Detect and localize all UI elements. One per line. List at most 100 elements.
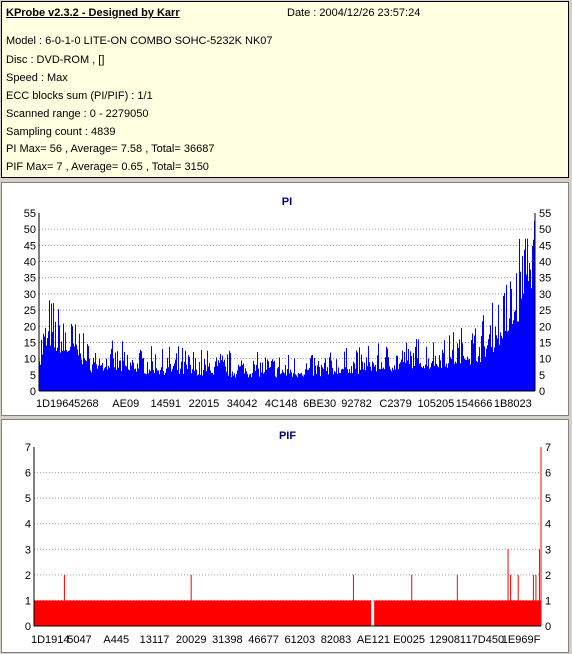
pi-bar [345,367,346,391]
pi-bar [476,360,477,391]
pi-bar [182,347,183,391]
pi-bar [470,364,471,391]
pi-bar [455,361,456,391]
pi-bar [448,363,449,391]
pi-bar [392,367,393,391]
pi-bar [440,360,441,391]
y-tick-label-right: 0 [539,386,545,398]
pi-bar [468,359,469,391]
pi-bar [469,358,470,391]
pi-bar [108,365,109,391]
pi-bar [376,371,377,391]
y-tick-label-left: 5 [30,370,36,382]
pi-bar [369,362,370,391]
pi-bar [271,360,272,391]
pi-bar [406,342,407,391]
pi-bar [473,343,474,391]
pi-bar [162,349,163,391]
pi-bar [201,349,202,391]
pi-bar [100,365,101,391]
pi-bar [281,373,282,391]
pi-bar [51,303,52,391]
pi-bar [67,351,68,391]
pi-bar [266,369,267,391]
pi-bar [507,331,508,391]
pi-bar [427,366,428,391]
pi-bar [319,366,320,391]
pi-bar [228,375,229,391]
pi-bar [418,339,419,391]
pi-bar [404,352,405,391]
pi-bar [414,366,415,391]
pi-bar [348,373,349,391]
pi-bar [435,355,436,391]
pi-bar [54,347,55,391]
pi-bar [423,365,424,391]
y-tick-label-left: 35 [24,273,36,285]
pi-bar [491,347,492,391]
pi-bar [380,369,381,391]
pi-bar [249,374,250,391]
pi-bar [191,373,192,391]
pi-bar [226,371,227,391]
pi-bar [274,360,275,391]
pi-bar [506,284,507,391]
pi-bar [211,372,212,391]
pi-bar [389,366,390,391]
pi-bar [197,375,198,391]
x-tick-label: AE09 [112,398,139,410]
pi-bar [169,346,170,391]
pi-bar [113,358,114,391]
x-tick-label: E0025 [393,634,425,646]
y-tick-label-right: 4 [545,519,551,531]
pi-bar [234,373,235,391]
pi-bar [483,315,484,391]
ecc-blocks: ECC blocks sum (PI/PIF) : 1/1 [6,90,153,102]
scan-speed: Speed : Max [6,72,68,84]
pi-bar [275,376,276,391]
pif-spike [507,549,509,626]
y-tick-label-right: 40 [539,257,551,269]
x-tick-label: 46677 [248,634,279,646]
pi-bar [452,350,453,391]
pi-bar [446,363,447,391]
pi-bar [135,368,136,391]
pi-bar [125,365,126,391]
pi-bar [111,348,112,391]
pi-bar [126,366,127,391]
y-tick-label-left: 25 [24,305,36,317]
pi-bar [431,363,432,391]
x-tick-label: 4C148 [265,398,297,410]
pi-bar [526,274,527,391]
pi-bar [515,310,516,391]
x-tick-label: 17D450 [466,634,505,646]
pi-bar [494,347,495,391]
pi-bar [139,353,140,391]
pi-bar [184,361,185,391]
pi-bar [159,374,160,391]
pi-bar [420,362,421,391]
plot-area [34,447,541,626]
y-tick-label-right: 6 [545,468,551,480]
pif-baseline-bar [34,600,372,626]
y-tick-label-left: 7 [25,442,31,454]
y-tick-label-right: 45 [539,240,551,252]
pi-bar [500,332,501,391]
pi-bar [185,350,186,391]
pi-bar [246,371,247,391]
pi-bar [247,373,248,391]
pi-bar [148,373,149,391]
pi-bar [352,373,353,391]
pi-bar [336,359,337,391]
pi-bar [456,363,457,391]
pi-bar [192,369,193,391]
pi-bar [57,347,58,391]
pi-bar [354,363,355,391]
pi-bar [176,353,177,391]
x-tick-label: 22015 [189,398,220,410]
pi-bar [72,326,73,391]
x-tick-label: 1B8023 [494,398,532,410]
y-tick-label-right: 35 [539,273,551,285]
pi-bar [442,349,443,391]
pi-bar [513,320,514,391]
